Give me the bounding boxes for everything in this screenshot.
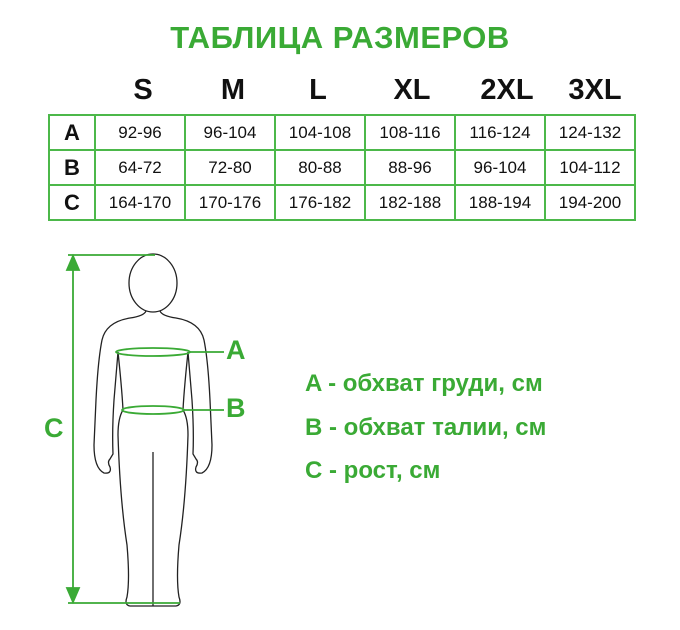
table-cell: 116-124	[454, 114, 546, 151]
table-cell: 194-200	[544, 184, 636, 221]
size-header-3xl: 3XL	[568, 74, 622, 106]
legend-a: A - обхват груди, см	[305, 370, 543, 397]
size-header-l: L	[309, 74, 327, 106]
size-header-2xl: 2XL	[480, 74, 534, 106]
table-cell: 104-108	[274, 114, 366, 151]
table-cell: 108-116	[364, 114, 456, 151]
page-title: ТАБЛИЦА РАЗМЕРОВ	[170, 20, 510, 55]
table-cell: 72-80	[184, 149, 276, 186]
size-header-m: M	[220, 74, 246, 106]
legend-b: B - обхват талии, см	[305, 414, 547, 441]
table-cell: 88-96	[364, 149, 456, 186]
row-label: C	[48, 184, 96, 221]
table-cell: 176-182	[274, 184, 366, 221]
size-table: A 92-96 96-104 104-108 108-116 116-124 1…	[48, 114, 636, 221]
label-c: C	[44, 413, 64, 443]
label-a: A	[226, 335, 246, 365]
table-cell: 164-170	[94, 184, 186, 221]
table-row: C 164-170 170-176 176-182 182-188 188-19…	[48, 184, 636, 221]
body-outline	[93, 253, 213, 607]
table-cell: 96-104	[454, 149, 546, 186]
measurement-lines	[65, 253, 224, 605]
table-row: B 64-72 72-80 80-88 88-96 96-104 104-112	[48, 149, 636, 186]
size-header-s: S	[133, 74, 153, 106]
row-label: A	[48, 114, 96, 151]
size-header-xl: XL	[393, 74, 431, 106]
table-cell: 80-88	[274, 149, 366, 186]
body-figure	[65, 253, 224, 607]
table-cell: 92-96	[94, 114, 186, 151]
table-cell: 124-132	[544, 114, 636, 151]
table-cell: 170-176	[184, 184, 276, 221]
table-cell: 96-104	[184, 114, 276, 151]
table-cell: 104-112	[544, 149, 636, 186]
label-b: B	[226, 393, 246, 423]
table-cell: 188-194	[454, 184, 546, 221]
row-label: B	[48, 149, 96, 186]
table-cell: 182-188	[364, 184, 456, 221]
table-cell: 64-72	[94, 149, 186, 186]
legend-c: C - рост, см	[305, 457, 441, 484]
table-row: A 92-96 96-104 104-108 108-116 116-124 1…	[48, 114, 636, 151]
